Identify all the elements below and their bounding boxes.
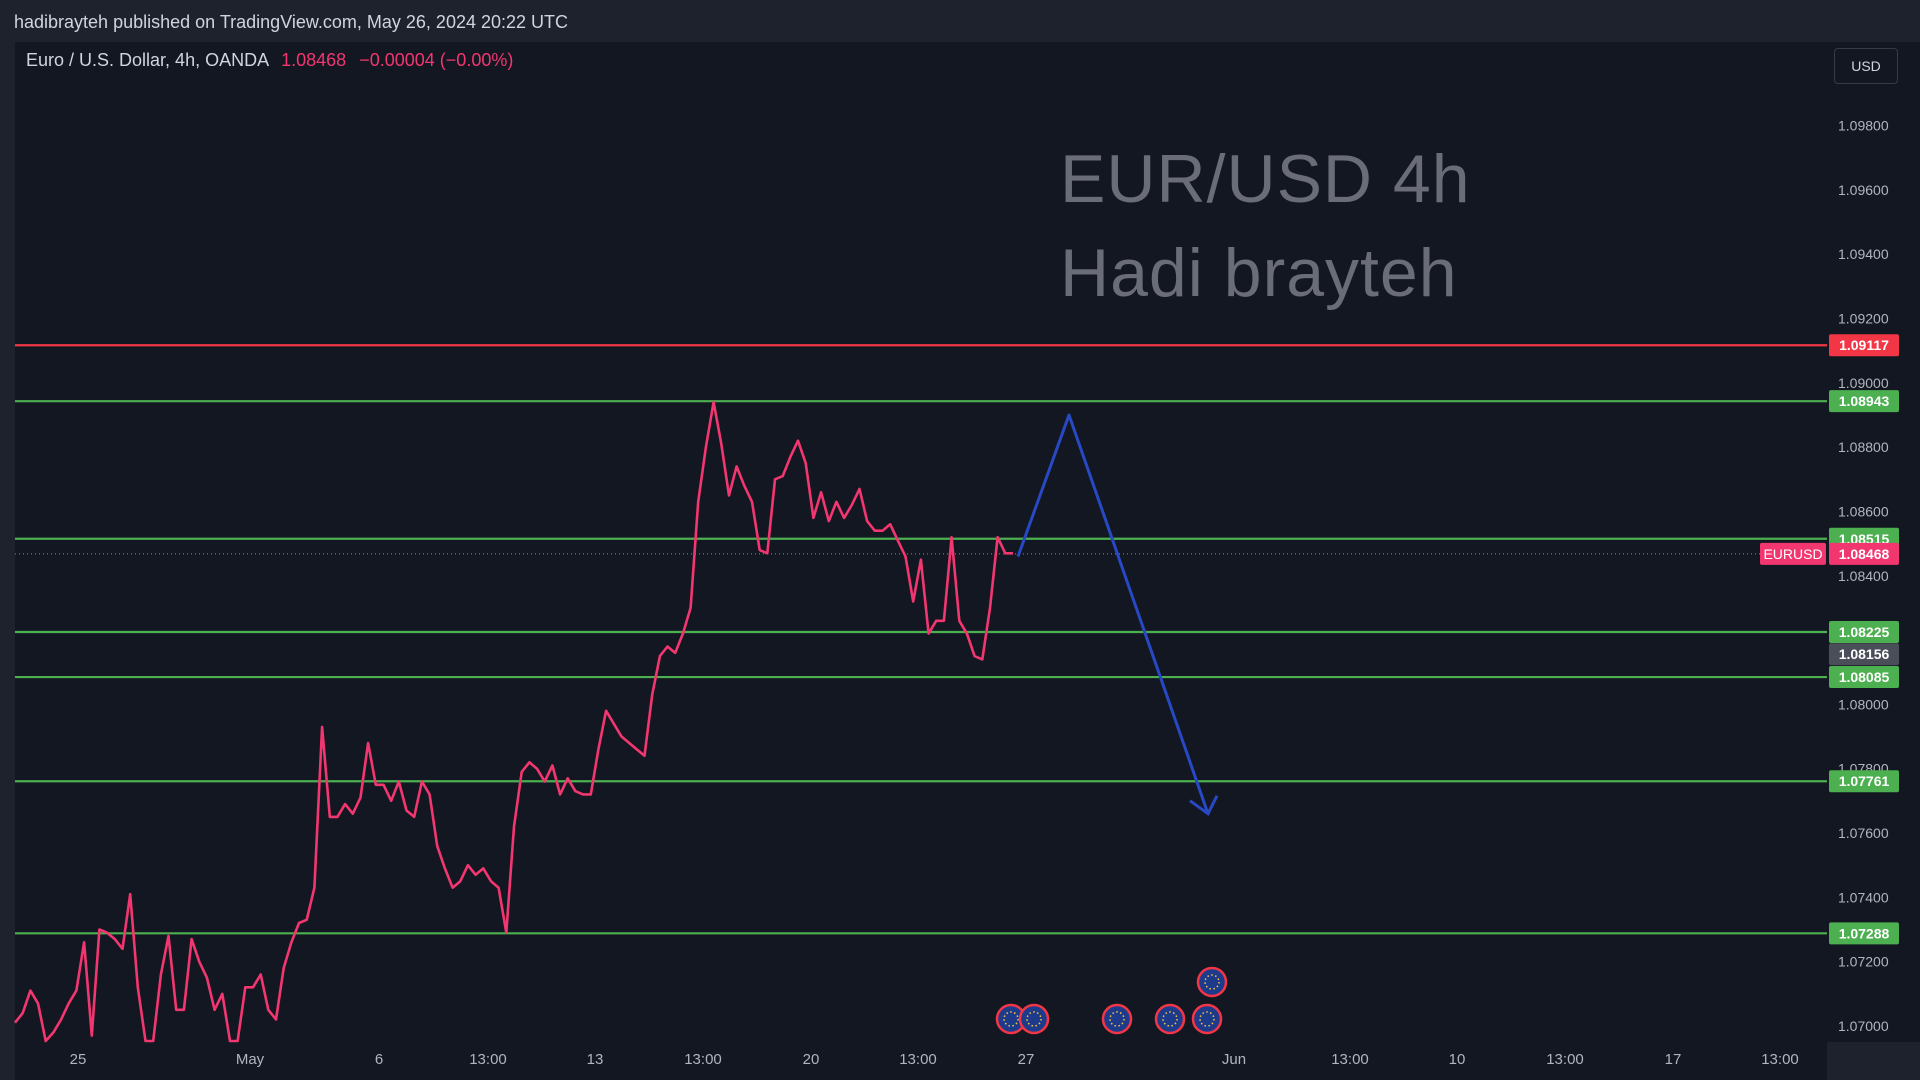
y-tick-label: 1.07400: [1838, 889, 1889, 905]
time-scale[interactable]: [15, 1042, 1827, 1080]
x-tick-label: 13:00: [1546, 1051, 1584, 1068]
x-tick-label: 17: [1665, 1051, 1682, 1068]
level-lines: [15, 344, 1827, 935]
y-tick-label: 1.07600: [1838, 825, 1889, 841]
x-tick-label: 13:00: [1761, 1051, 1799, 1068]
y-tick-label: 1.08000: [1838, 696, 1889, 712]
arrow-path: [1016, 413, 1210, 815]
eu-flag-icon: [1199, 1011, 1215, 1027]
symbol-info: Euro / U.S. Dollar, 4h, OANDA 1.08468 −0…: [26, 50, 513, 71]
x-tick-label: 13:00: [469, 1051, 507, 1068]
plot-area[interactable]: [15, 42, 1827, 1042]
level-badge-label: 1.08225: [1839, 624, 1890, 640]
x-axis: 25 May 6 13:00 13 13:00 20 13:00 27 Jun 13:00 10 13:…: [70, 1051, 1799, 1068]
watermark-line2: Hadi brayteh: [1060, 235, 1458, 311]
eu-flag-icon: [1162, 1011, 1178, 1027]
event-marker-icon: [1196, 966, 1228, 998]
level-badge: [1829, 390, 1899, 413]
y-tick-label: 1.09600: [1838, 182, 1889, 198]
x-tick-label: 13:00: [684, 1051, 722, 1068]
economic-events[interactable]: [995, 966, 1228, 1035]
currency-button[interactable]: USD: [1834, 48, 1898, 84]
level-badge: [1829, 621, 1899, 644]
x-tick-label: 13:00: [1331, 1051, 1369, 1068]
level-badge: [1829, 922, 1899, 945]
y-tick-label: 1.08800: [1838, 439, 1889, 455]
y-tick-label: 1.09000: [1838, 375, 1889, 391]
x-tick-label: 20: [803, 1051, 820, 1068]
symbol-badge: [1760, 542, 1826, 565]
last-price-badge: [1829, 542, 1899, 565]
price-line: [13, 400, 1013, 1043]
y-tick-label: 1.08600: [1838, 503, 1889, 519]
price-change: −0.00004 (−0.00%): [359, 50, 514, 70]
level-badge: [1829, 334, 1899, 357]
x-tick-label: 6: [375, 1051, 383, 1068]
y-tick-label: 1.07200: [1838, 954, 1889, 970]
eu-flag-icon: [1026, 1011, 1042, 1027]
level-badge-label: 1.09117: [1839, 337, 1889, 353]
event-marker-icon: [1018, 1003, 1050, 1035]
x-tick-label: 13: [587, 1051, 604, 1068]
x-tick-label: 27: [1018, 1051, 1035, 1068]
level-badge-label: 1.08515: [1839, 531, 1890, 547]
symbol-badge-label: EURUSD: [1763, 546, 1822, 562]
price-series: [13, 400, 1013, 1043]
x-tick-label: 13:00: [899, 1051, 937, 1068]
eu-flag-icon: [1109, 1011, 1125, 1027]
event-marker-icon: [1154, 1003, 1186, 1035]
symbol-name: Euro / U.S. Dollar, 4h, OANDA: [26, 50, 269, 70]
event-marker-icon: [1191, 1003, 1223, 1035]
last-price-value: 1.08468: [281, 50, 347, 70]
y-axis: 1.09800 1.09600 1.09400 1.09200 1.09000 1.088…: [1760, 118, 1899, 1034]
last-price-badge-label: 1.08468: [1839, 546, 1890, 562]
eu-flag-icon: [1003, 1011, 1019, 1027]
y-tick-label: 1.07000: [1838, 1018, 1889, 1034]
x-tick-label: 10: [1449, 1051, 1466, 1068]
level-badge-label: 1.07288: [1839, 925, 1890, 941]
projection-arrow: [1016, 413, 1219, 816]
eu-flag-icon: [1204, 974, 1220, 990]
level-badge: [1829, 666, 1899, 689]
publish-text: hadibrayteh published on TradingView.com…: [14, 12, 569, 32]
watermark-line1: EUR/USD 4h: [1060, 141, 1471, 217]
event-marker-icon: [1101, 1003, 1133, 1035]
y-tick-label: 1.09200: [1838, 311, 1889, 327]
level-badge-label: 1.08943: [1839, 393, 1890, 409]
y-tick-label: 1.08400: [1838, 568, 1889, 584]
y-tick-label: 1.09400: [1838, 246, 1889, 262]
x-tick-label: Jun: [1222, 1051, 1246, 1068]
level-badge: [1829, 770, 1899, 793]
y-tick-label: 1.09800: [1838, 118, 1889, 134]
level-badge-label: 1.07761: [1839, 773, 1890, 789]
x-tick-label: May: [236, 1051, 265, 1068]
publish-header: hadibrayteh published on TradingView.com…: [0, 0, 1920, 42]
arrow-head: [1189, 795, 1219, 816]
level-badge-label: 1.08085: [1839, 669, 1890, 685]
marker-badge: [1829, 643, 1899, 666]
x-tick-label: 25: [70, 1051, 87, 1068]
marker-badge-label: 1.08156: [1839, 646, 1890, 662]
